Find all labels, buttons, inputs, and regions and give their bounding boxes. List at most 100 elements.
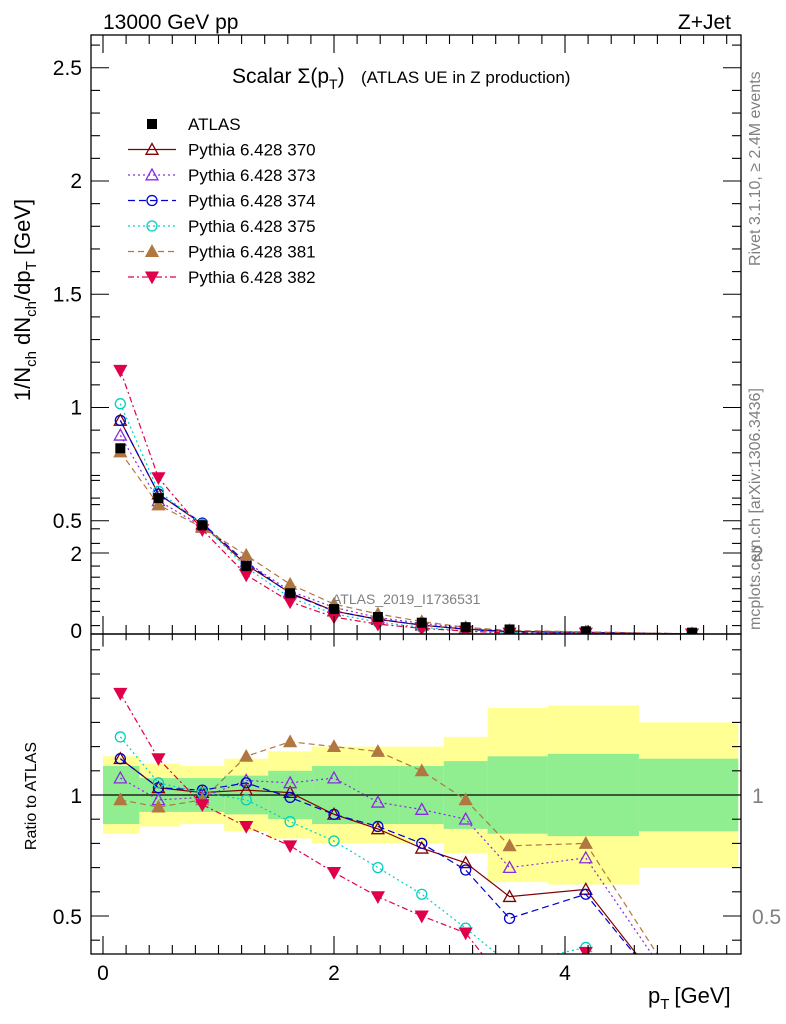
data-point [113, 364, 128, 378]
data-point [151, 497, 166, 511]
legend-label: Pythia 6.428 382 [188, 268, 316, 287]
data-point [151, 753, 166, 767]
data-point [370, 794, 385, 808]
tick-label: 1 [70, 785, 82, 808]
data-point [580, 626, 591, 634]
data-point [114, 398, 126, 410]
data-point [578, 850, 593, 864]
chart-title-close: ) [338, 65, 345, 88]
ratio-series-pythia-6-428-374 [114, 753, 697, 1024]
legend-label: Pythia 6.428 374 [188, 192, 316, 211]
data-point [239, 569, 254, 583]
ratio-series-pythia-6-428-382 [113, 687, 698, 1024]
legend-label: ATLAS [188, 115, 241, 134]
data-point [370, 891, 385, 904]
data-point [113, 687, 128, 701]
main-plot-area [113, 364, 700, 634]
data-point [578, 946, 593, 954]
legend-label: Pythia 6.428 375 [188, 217, 316, 236]
data-point [239, 821, 254, 834]
tick-label: 0 [97, 962, 109, 985]
series-atlas [115, 443, 698, 634]
data-point [503, 912, 516, 925]
data-point [458, 811, 473, 825]
data-point [153, 493, 164, 504]
legend: ATLAS Pythia 6.428 370 Pythia 6.428 373 Pyt… [128, 115, 316, 287]
data-point [414, 802, 429, 815]
data-point [370, 821, 385, 835]
data-point [114, 731, 126, 743]
data-point [372, 820, 384, 833]
data-point [144, 142, 160, 155]
tick-label: 4 [559, 962, 571, 985]
legend-label: Pythia 6.428 381 [188, 243, 316, 262]
data-point [113, 792, 128, 806]
data-point [686, 1020, 698, 1024]
data-point [146, 194, 158, 207]
tick-label: 0 [70, 620, 82, 643]
header-left: 13000 GeV pp [103, 11, 238, 34]
tick-label: 2 [70, 543, 82, 566]
tick-label: 2 [752, 543, 764, 566]
data-point [240, 794, 252, 806]
legend-entry: ATLAS [147, 115, 241, 134]
legend-entry: Pythia 6.428 381 [128, 243, 316, 262]
data-point [284, 815, 296, 828]
ratio-series-pythia-6-428-381 [113, 734, 658, 954]
data-point [283, 596, 298, 610]
data-point [151, 472, 166, 486]
tick-label: 2 [328, 962, 340, 985]
data-point [152, 782, 165, 794]
series-line [119, 434, 693, 634]
chart-title-main: Scalar Σ(p [232, 65, 329, 88]
data-point [580, 888, 592, 900]
legend-label: Pythia 6.428 370 [188, 141, 316, 160]
data-point [687, 627, 698, 634]
data-point [504, 984, 516, 995]
ratio-series-line [119, 758, 638, 954]
data-point [687, 1020, 697, 1024]
tick-label: 1 [752, 785, 764, 808]
data-point [414, 763, 429, 777]
tick-label: 2.5 [53, 57, 82, 80]
data-point [113, 427, 128, 441]
data-point [144, 167, 160, 181]
tick-label: 1 [70, 397, 82, 420]
data-point [144, 244, 160, 257]
mcplots-label: mcplots.cern.ch [arXiv:1306.3436] [747, 388, 764, 630]
series-line [119, 370, 693, 634]
legend-entry: Pythia 6.428 374 [128, 192, 316, 211]
data-point [284, 791, 296, 804]
data-point [240, 777, 252, 789]
data-point [328, 835, 340, 847]
data-point [326, 866, 342, 880]
data-point [197, 520, 208, 531]
data-point [114, 753, 126, 765]
data-point [195, 799, 210, 813]
data-point [504, 624, 515, 634]
data-point [147, 119, 157, 129]
data-point [414, 910, 429, 924]
chart-title-sub: T [329, 76, 338, 92]
ratio-plot-area [113, 687, 698, 1024]
data-point [326, 770, 342, 784]
data-point [239, 748, 254, 762]
tick-label: 2 [70, 170, 82, 193]
x-axis-label: pT [GeV] [648, 983, 731, 1013]
data-point [283, 840, 298, 854]
legend-label: Pythia 6.428 373 [188, 166, 316, 185]
data-point [502, 889, 517, 903]
ratio-series-line [119, 758, 636, 954]
legend-entry: Pythia 6.428 375 [128, 217, 316, 236]
watermark: ATLAS_2019_I1736531 [332, 591, 481, 607]
axes: 0 2 4 0 0.5 1 1.5 2 2.5 0.5 0.5 1 1 2 2 [53, 35, 781, 985]
data-point [686, 1019, 698, 1024]
data-point [328, 808, 340, 821]
data-point [460, 622, 471, 633]
data-point [146, 220, 158, 232]
data-point [687, 1020, 697, 1024]
data-point [239, 773, 254, 786]
data-point [329, 604, 339, 615]
tick-label: 0.5 [53, 906, 82, 929]
